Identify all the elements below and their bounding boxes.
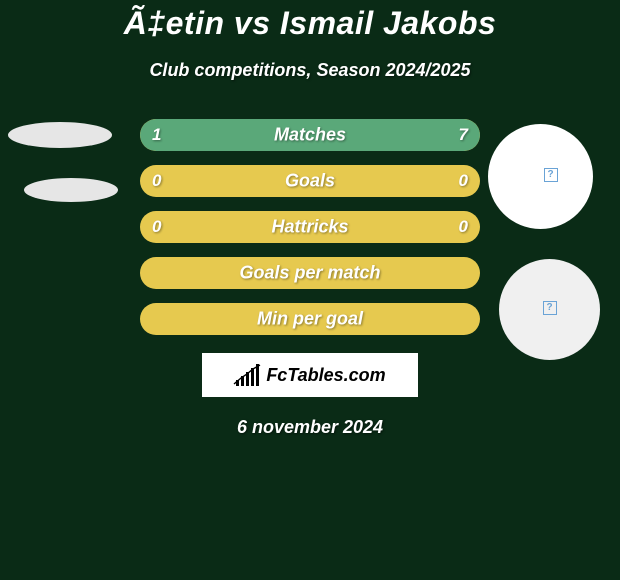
stat-row: Min per goal	[140, 303, 480, 335]
stat-value-right: 7	[459, 125, 468, 145]
left-avatar-ellipse-1	[8, 122, 112, 148]
left-avatar-ellipse-2	[24, 178, 118, 202]
stat-value-left: 0	[152, 217, 161, 237]
stats-container: Matches 1 7 Goals 0 0 Hattricks 0 0 Goals per mat…	[140, 119, 480, 335]
stat-label: Min per goal	[257, 309, 363, 330]
page-subtitle: Club competitions, Season 2024/2025	[0, 60, 620, 81]
stat-label: Goals	[285, 171, 335, 192]
stat-label: Hattricks	[271, 217, 348, 238]
stat-value-right: 0	[459, 217, 468, 237]
logo-chart-icon	[234, 364, 260, 386]
stat-fill-left	[140, 119, 198, 151]
stat-row: Matches 1 7	[140, 119, 480, 151]
placeholder-icon: ?	[543, 301, 557, 315]
stat-row: Goals per match	[140, 257, 480, 289]
page-title: Ã‡etin vs Ismail Jakobs	[0, 5, 620, 42]
right-avatar-circle-1: ?	[488, 124, 593, 229]
stat-label: Goals per match	[239, 263, 380, 284]
logo-text: FcTables.com	[266, 365, 385, 386]
stat-value-left: 1	[152, 125, 161, 145]
stat-label: Matches	[274, 125, 346, 146]
stat-row: Goals 0 0	[140, 165, 480, 197]
fctables-logo: FcTables.com	[202, 353, 418, 397]
footer-date: 6 november 2024	[0, 417, 620, 438]
stat-value-left: 0	[152, 171, 161, 191]
stat-row: Hattricks 0 0	[140, 211, 480, 243]
right-avatar-circle-2: ?	[499, 259, 600, 360]
stat-value-right: 0	[459, 171, 468, 191]
placeholder-icon: ?	[544, 168, 558, 182]
